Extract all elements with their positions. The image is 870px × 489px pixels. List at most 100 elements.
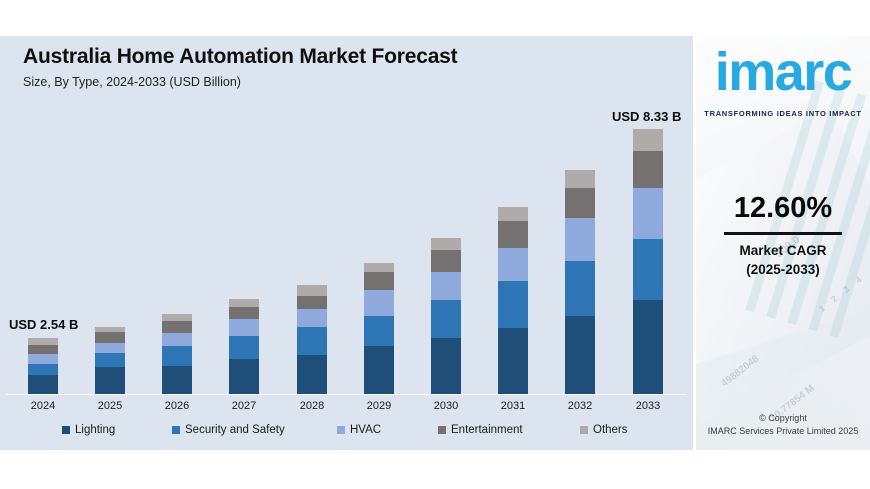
segment-others [431,238,461,250]
legend-label: Lighting [75,424,116,436]
bar-2024 [28,338,58,394]
legend-item-others: Others [580,424,628,436]
segment-entertainment [364,272,394,290]
segment-lighting [498,328,528,394]
legend-label: Entertainment [451,424,523,436]
segment-others [565,170,595,188]
chart-panel: Australia Home Automation Market Forecas… [0,36,693,450]
segment-lighting [633,300,663,394]
segment-entertainment [28,345,58,354]
segment-hvac [28,354,58,364]
legend-label: Security and Safety [185,424,285,436]
bar-2033 [633,129,663,394]
x-label-2025: 2025 [97,400,123,412]
segment-hvac [431,272,461,300]
bar-2028 [297,285,327,394]
segment-entertainment [633,151,663,188]
legend-item-lighting: Lighting [62,424,115,436]
legend-item-security-and-safety: Security and Safety [172,424,285,436]
x-label-2027: 2027 [231,400,257,412]
segment-security-and-safety [431,300,461,338]
imarc-logo: imarc [714,42,853,102]
imarc-tagline: TRANSFORMING IDEAS INTO IMPACT [704,109,862,118]
segment-security-and-safety [565,261,595,316]
segment-others [28,338,58,345]
segment-hvac [498,248,528,281]
legend-swatch-icon [172,426,180,434]
legend-swatch-icon [62,426,70,434]
segment-others [162,314,192,321]
cagr-value: 12.60% [733,192,833,224]
x-label-2033: 2033 [635,400,661,412]
legend-swatch-icon [580,426,588,434]
legend-item-entertainment: Entertainment [438,424,523,436]
bar-2026 [162,314,192,394]
segment-others [297,285,327,296]
segment-security-and-safety [364,316,394,346]
segment-security-and-safety [229,336,259,359]
segment-security-and-safety [297,327,327,355]
segment-security-and-safety [498,281,528,328]
segment-lighting [162,366,192,394]
legend-label: HVAC [350,424,382,436]
segment-security-and-safety [162,346,192,366]
segment-lighting [297,355,327,394]
x-label-2026: 2026 [164,400,190,412]
x-label-2028: 2028 [299,400,325,412]
segment-hvac [297,309,327,327]
segment-entertainment [162,321,192,333]
first-bar-value-label: USD 2.54 B [9,317,79,332]
segment-others [95,327,125,332]
segment-lighting [565,316,595,394]
last-bar-value-label: USD 8.33 B [612,109,682,124]
segment-hvac [633,188,663,239]
bar-2030 [431,238,461,394]
segment-others [498,207,528,221]
segment-hvac [565,218,595,261]
segment-entertainment [498,221,528,248]
segment-others [229,299,259,307]
segment-security-and-safety [95,353,125,367]
segment-entertainment [95,332,125,343]
segment-entertainment [297,296,327,309]
bar-2025 [95,327,125,394]
legend-item-hvac: HVAC [337,424,381,436]
segment-hvac [229,319,259,336]
legend-swatch-icon [337,426,345,434]
segment-entertainment [431,250,461,272]
x-label-2030: 2030 [433,400,459,412]
segment-lighting [28,375,58,394]
segment-hvac [364,290,394,316]
bar-2032 [565,170,595,394]
bar-2027 [229,299,259,394]
segment-lighting [364,346,394,394]
page-title: Australia Home Automation Market Forecas… [23,45,458,68]
segment-others [633,129,663,151]
segment-entertainment [229,307,259,319]
segment-lighting [95,367,125,394]
legend: Lighting Security and Safety HVAC Entertain… [0,424,693,444]
x-label-2024: 2024 [30,400,56,412]
x-label-2029: 2029 [366,400,392,412]
bar-2031 [498,207,528,394]
cagr-period: (2025-2033) [746,262,820,277]
segment-others [364,263,394,272]
bar-2029 [364,263,394,394]
x-label-2031: 2031 [500,400,526,412]
segment-security-and-safety [28,364,58,375]
segment-lighting [431,338,461,394]
x-label-2032: 2032 [567,400,593,412]
cagr-label: Market CAGR [739,243,827,258]
copyright-line2: IMARC Services Private Limited 2025 [707,426,859,436]
x-axis-line [6,394,686,395]
segment-entertainment [565,188,595,218]
page-subtitle: Size, By Type, 2024-2033 (USD Billion) [23,75,241,89]
cagr-divider-line [724,232,842,235]
copyright-line1: © Copyright [759,413,807,423]
plot-area [0,36,693,395]
segment-hvac [95,343,125,353]
segment-lighting [229,359,259,394]
segment-hvac [162,333,192,346]
